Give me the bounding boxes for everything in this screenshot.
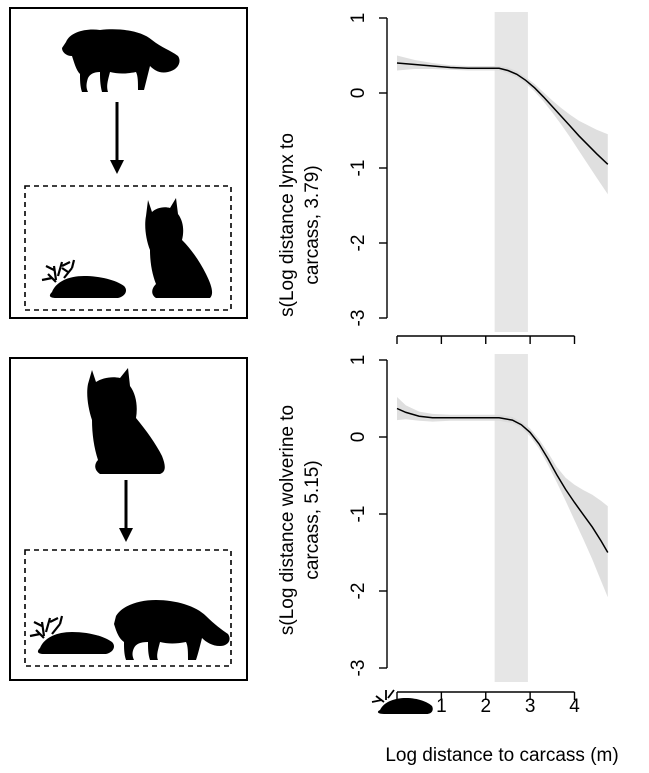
scenario-frame bbox=[9, 7, 248, 319]
threshold-band bbox=[494, 354, 528, 682]
wolverine-icon bbox=[62, 29, 180, 92]
y-tick-label: 1 bbox=[348, 355, 369, 366]
threshold-band bbox=[494, 12, 528, 332]
arrow-icon bbox=[119, 480, 133, 542]
y-tick-label: 1 bbox=[348, 13, 369, 24]
confidence-ribbon bbox=[397, 397, 608, 598]
y-tick-label: -2 bbox=[348, 235, 369, 252]
x-tick-label: 2 bbox=[480, 696, 491, 717]
y-tick-label: -1 bbox=[348, 506, 369, 523]
y-tick-label: -3 bbox=[348, 660, 369, 677]
y-tick-label: -1 bbox=[348, 160, 369, 177]
x-tick-label: 4 bbox=[569, 696, 580, 717]
lynx-icon bbox=[145, 198, 213, 298]
y-axis-title-line1: s(Log distance wolverine to bbox=[277, 405, 298, 635]
lynx-icon bbox=[87, 368, 165, 474]
reindeer-carcass-icon bbox=[29, 615, 115, 654]
carcass-site-box bbox=[24, 549, 232, 667]
wolverine-icon bbox=[114, 600, 230, 660]
y-axis-title-line2: carcass, 3.79) bbox=[302, 165, 323, 284]
chart-panel-wolverine: 1 0 -1 -2 -3 1 2 3 4 s(Log distance wolverine to c… bbox=[277, 354, 609, 717]
y-axis-title-line1: s(Log distance lynx to bbox=[277, 133, 298, 317]
scenario-panel-wolverine bbox=[9, 357, 248, 681]
x-axis-carcass-icon bbox=[371, 689, 433, 714]
y-tick-label: 0 bbox=[348, 88, 369, 99]
y-axis-title-line2: carcass, 5.15) bbox=[302, 460, 323, 579]
chart-panel-lynx: 1 0 -1 -2 -3 s(Log distance lynx to carcass, 3… bbox=[277, 12, 609, 344]
carcass-site-box bbox=[24, 185, 232, 311]
y-tick-label: -3 bbox=[348, 310, 369, 327]
y-tick-label: -2 bbox=[348, 583, 369, 600]
reindeer-carcass-icon bbox=[41, 259, 127, 298]
x-axis-title: Log distance to carcass (m) bbox=[385, 745, 618, 766]
x-tick-label: 1 bbox=[436, 696, 447, 717]
confidence-ribbon bbox=[397, 55, 608, 195]
scenario-frame bbox=[9, 357, 248, 681]
x-tick-label: 3 bbox=[525, 696, 536, 717]
scenario-panel-lynx bbox=[9, 7, 248, 319]
y-tick-label: 0 bbox=[348, 432, 369, 443]
smooth-term-line bbox=[396, 407, 609, 553]
arrow-icon bbox=[110, 102, 124, 174]
smooth-term-line bbox=[396, 62, 609, 165]
